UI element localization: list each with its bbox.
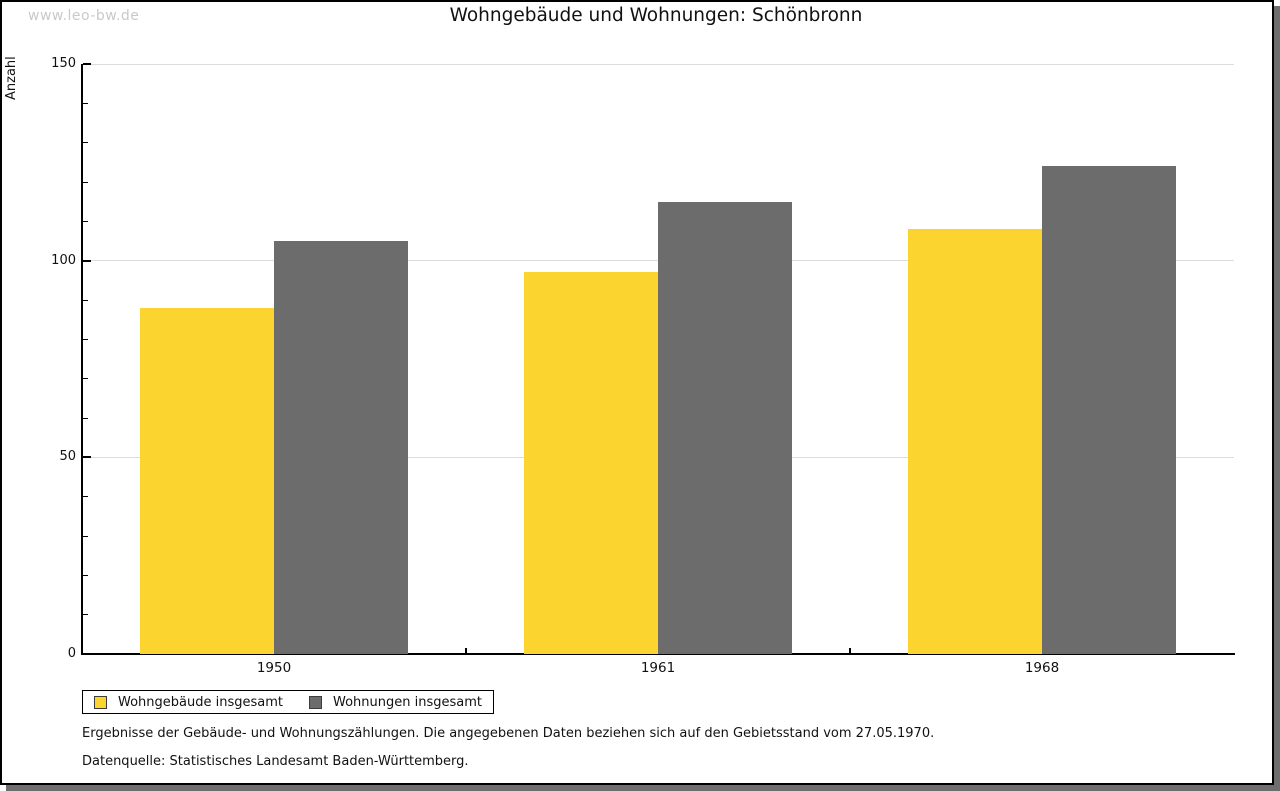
y-major-tick <box>83 653 91 655</box>
bar-1961-wohnungen <box>658 201 792 654</box>
legend-label: Wohnungen insgesamt <box>333 694 482 710</box>
page-shadow-bottom <box>6 785 1280 791</box>
y-tick-label: 100 <box>51 252 76 268</box>
x-axis-line <box>81 653 1235 655</box>
y-minor-tick <box>83 417 88 419</box>
x-tick-label: 1950 <box>256 660 292 676</box>
legend-label: Wohngebäude insgesamt <box>118 694 283 710</box>
legend-swatch-icon <box>309 695 322 709</box>
gridline <box>83 63 1234 65</box>
y-axis-line <box>81 64 83 655</box>
y-tick-label: 150 <box>51 56 76 71</box>
y-minor-tick <box>83 496 88 498</box>
y-tick-label: 50 <box>59 449 76 465</box>
y-minor-tick <box>83 574 88 576</box>
y-minor-tick <box>83 378 88 380</box>
y-tick-label: 0 <box>67 646 76 661</box>
y-minor-tick <box>83 220 88 222</box>
y-minor-tick <box>83 299 88 301</box>
page-shadow-right <box>1274 6 1280 791</box>
x-tick-label: 1968 <box>1024 660 1060 676</box>
y-minor-tick <box>83 102 88 104</box>
bar-1950-wohngebaeude <box>140 307 274 654</box>
legend-item: Wohngebäude insgesamt <box>94 695 283 710</box>
y-minor-tick <box>83 142 88 144</box>
x-boundary-tick <box>465 648 467 654</box>
y-minor-tick <box>83 535 88 537</box>
x-tick-label: 1961 <box>640 660 676 676</box>
legend-item: Wohnungen insgesamt <box>309 695 482 710</box>
y-major-tick <box>83 63 91 65</box>
x-boundary-tick <box>849 648 851 654</box>
chart-title: Wohngebäude und Wohnungen: Schönbronn <box>449 5 863 26</box>
y-minor-tick <box>83 614 88 616</box>
footer-datasource: Datenquelle: Statistisches Landesamt Bad… <box>82 754 469 769</box>
watermark: www.leo-bw.de <box>28 8 140 24</box>
y-major-tick <box>83 456 91 459</box>
legend: Wohngebäude insgesamt Wohnungen insgesamt <box>82 690 494 714</box>
y-minor-tick <box>83 338 88 340</box>
bar-1968-wohngebaeude <box>908 229 1042 654</box>
footer-note: Ergebnisse der Gebäude- und Wohnungszähl… <box>82 726 935 741</box>
bar-1950-wohnungen <box>274 241 408 654</box>
bar-1968-wohnungen <box>1042 166 1176 654</box>
y-minor-tick <box>83 181 88 183</box>
bar-1961-wohngebaeude <box>524 272 658 654</box>
y-major-tick <box>83 259 91 262</box>
legend-swatch-icon <box>94 695 107 709</box>
